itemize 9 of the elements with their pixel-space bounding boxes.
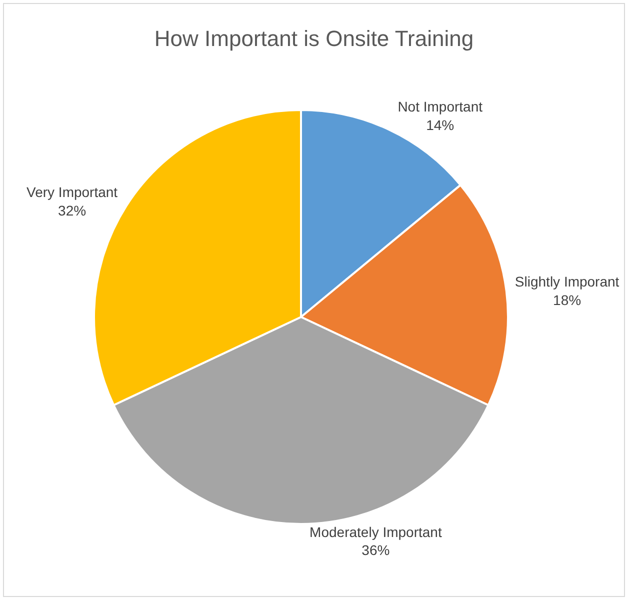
data-label: 32% [58, 202, 86, 218]
slice-label: Moderately Important [310, 524, 442, 540]
data-label: 36% [362, 542, 390, 558]
slice-label: Not Important [398, 98, 483, 115]
slice-label: Very Important [26, 184, 118, 200]
chart-title: How Important is Onsite Training [154, 26, 474, 52]
data-label: 14% [426, 116, 454, 133]
data-label: 18% [553, 292, 582, 308]
slice-label: Slightly Imporant [514, 274, 620, 290]
